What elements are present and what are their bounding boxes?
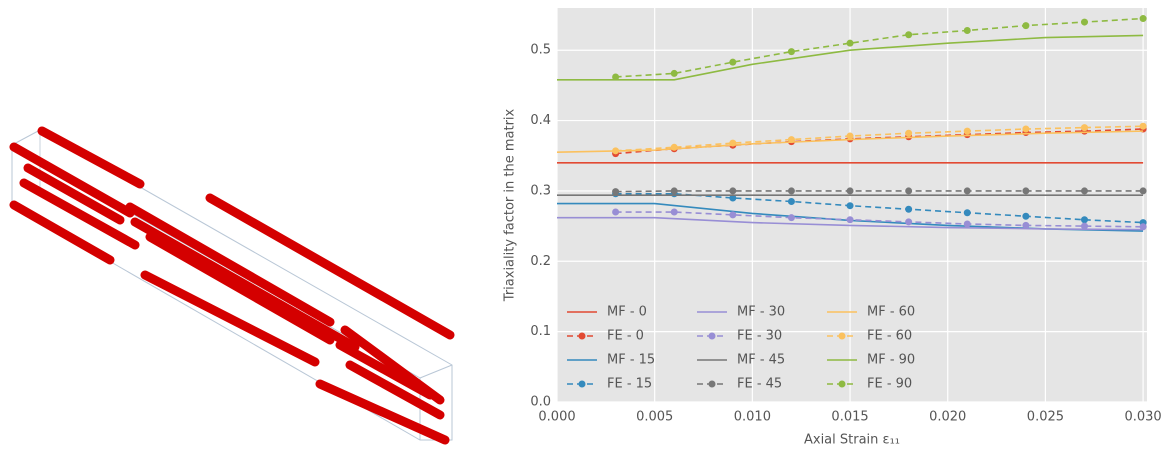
y-tick-label: 0.0: [530, 395, 551, 410]
data-point: [1081, 124, 1088, 131]
data-point: [964, 128, 971, 135]
legend-label: MF - 45: [737, 353, 785, 368]
y-tick-label: 0.3: [530, 183, 551, 198]
legend-label: FE - 0: [607, 329, 644, 344]
data-point: [612, 73, 619, 80]
legend-marker: [839, 381, 846, 388]
data-point: [671, 209, 678, 216]
x-tick-label: 0.015: [831, 410, 868, 425]
data-point: [1022, 222, 1029, 229]
data-point: [671, 70, 678, 77]
data-point: [1022, 213, 1029, 220]
legend-marker: [579, 381, 586, 388]
data-point: [1081, 187, 1088, 194]
data-point: [729, 211, 736, 218]
data-point: [1081, 216, 1088, 223]
legend-marker: [839, 333, 846, 340]
legend-label: FE - 30: [737, 329, 782, 344]
x-tick-label: 0.025: [1027, 410, 1064, 425]
legend-label: MF - 90: [867, 353, 915, 368]
data-point: [905, 206, 912, 213]
data-point: [788, 187, 795, 194]
x-tick-label: 0.030: [1124, 410, 1161, 425]
data-point: [612, 188, 619, 195]
data-point: [1140, 15, 1147, 22]
legend-label: MF - 0: [607, 305, 647, 320]
x-tick-label: 0.000: [538, 410, 575, 425]
data-point: [1081, 223, 1088, 230]
data-point: [729, 187, 736, 194]
figure: 0.0 0.1 0.2 0.3 0.4 0.5 0.000 0.005 0.010 0.015 0.…: [0, 0, 1163, 452]
legend-label: MF - 60: [867, 305, 915, 320]
data-point: [1022, 126, 1029, 133]
data-point: [788, 48, 795, 55]
legend-label: FE - 60: [867, 329, 912, 344]
data-point: [905, 130, 912, 137]
legend-marker: [579, 333, 586, 340]
data-point: [1022, 22, 1029, 29]
data-point: [1140, 223, 1147, 230]
data-point: [1022, 187, 1029, 194]
data-point: [847, 133, 854, 140]
data-point: [964, 187, 971, 194]
legend-marker: [709, 333, 716, 340]
data-point: [847, 187, 854, 194]
legend-label: FE - 45: [737, 377, 782, 392]
y-axis-label: Triaxiality factor in the matrix: [503, 108, 518, 302]
x-tick-label: 0.020: [929, 410, 966, 425]
data-point: [671, 187, 678, 194]
data-point: [788, 214, 795, 221]
legend-label: FE - 15: [607, 377, 652, 392]
plot-area: 0.0 0.1 0.2 0.3 0.4 0.5 0.000 0.005 0.010 0.015 0.…: [530, 8, 1161, 425]
data-point: [964, 27, 971, 34]
data-point: [905, 187, 912, 194]
y-tick-label: 0.1: [530, 324, 551, 339]
x-tick-label: 0.010: [734, 410, 771, 425]
data-point: [847, 202, 854, 209]
legend-label: MF - 15: [607, 353, 655, 368]
data-point: [612, 147, 619, 154]
fiber-illustration: [12, 130, 452, 440]
data-point: [905, 31, 912, 38]
data-point: [964, 209, 971, 216]
data-point: [964, 220, 971, 227]
x-tick-label: 0.005: [636, 410, 673, 425]
x-axis-label: Axial Strain ε₁₁: [804, 433, 900, 448]
data-point: [788, 136, 795, 143]
legend-label: MF - 30: [737, 305, 785, 320]
legend-label: FE - 90: [867, 377, 912, 392]
data-point: [729, 140, 736, 147]
data-point: [671, 144, 678, 151]
data-point: [1081, 19, 1088, 26]
page: {"chart_data": {"type": "line", "xlabel"…: [0, 0, 1163, 452]
data-point: [905, 218, 912, 225]
y-tick-label: 0.2: [530, 254, 551, 269]
data-point: [847, 40, 854, 47]
data-point: [1140, 123, 1147, 130]
data-point: [847, 216, 854, 223]
legend-marker: [709, 381, 716, 388]
data-point: [788, 198, 795, 205]
data-point: [729, 59, 736, 66]
y-tick-label: 0.5: [530, 43, 551, 58]
data-point: [1140, 187, 1147, 194]
data-point: [612, 209, 619, 216]
y-tick-label: 0.4: [530, 113, 551, 128]
